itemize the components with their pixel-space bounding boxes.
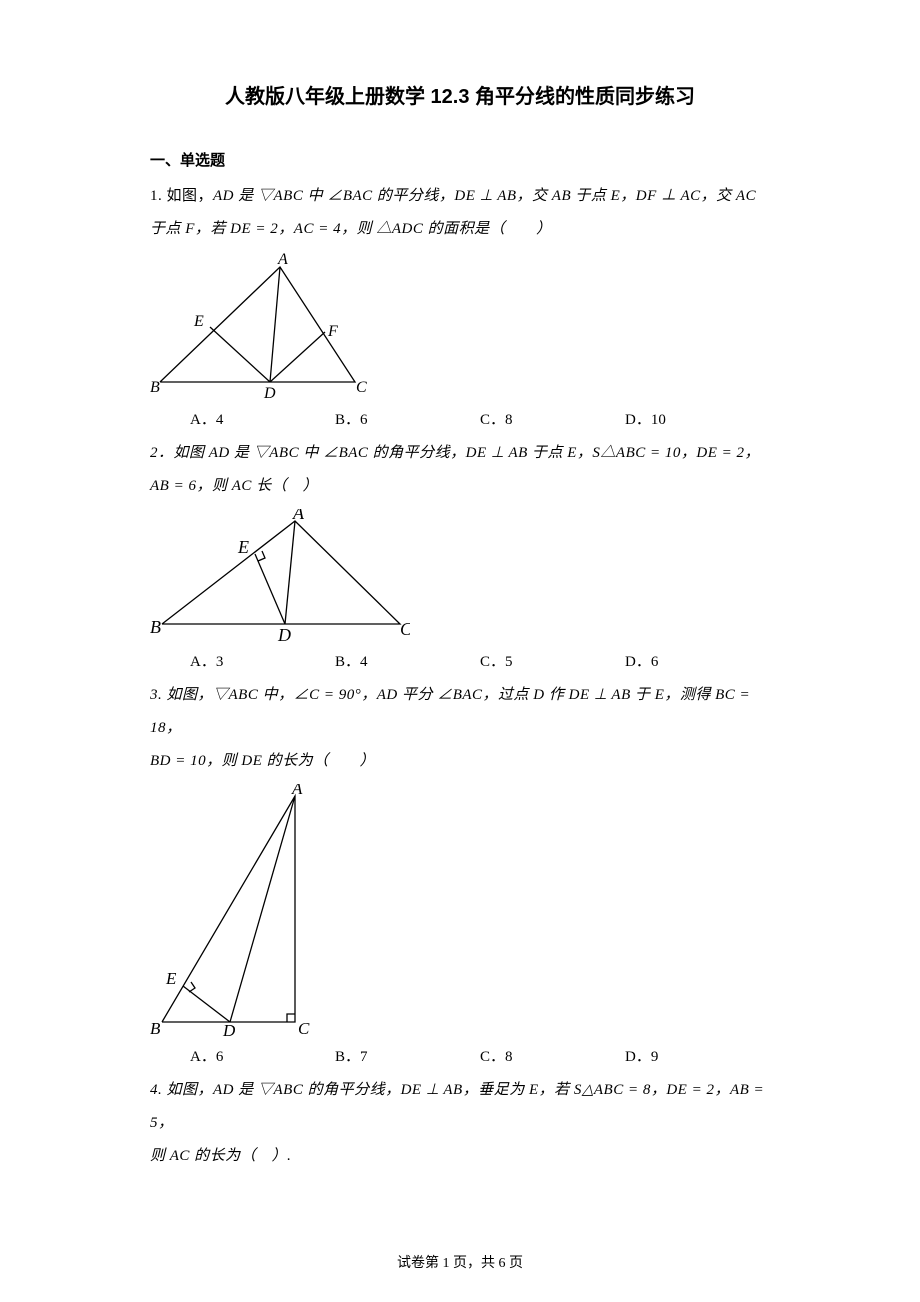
q2-options: A．3 B．4 C．5 D．6 (190, 650, 770, 671)
svg-text:E: E (237, 537, 249, 557)
q3-diagram: A B C D E (150, 784, 770, 1039)
svg-text:D: D (277, 625, 291, 644)
svg-text:C: C (400, 619, 410, 639)
q3-option-a: A．6 (190, 1045, 335, 1066)
q2-option-b: B．4 (335, 650, 480, 671)
q3-options: A．6 B．7 C．8 D．9 (190, 1045, 770, 1066)
svg-text:E: E (193, 313, 204, 330)
svg-text:B: B (150, 1019, 161, 1038)
q1-option-c: C．8 (480, 408, 625, 429)
q1-option-d: D．10 (625, 408, 770, 429)
question-3: 3. 如图，▽ABC 中，∠C = 90°，AD 平分 ∠BAC，过点 D 作 … (150, 679, 770, 778)
q3-option-d: D．9 (625, 1045, 770, 1066)
q3-option-b: B．7 (335, 1045, 480, 1066)
svg-text:A: A (292, 509, 305, 523)
q2-text-line2: AB = 6，则 AC 长（ ） (150, 478, 318, 494)
q2-option-d: D．6 (625, 650, 770, 671)
svg-text:C: C (298, 1019, 310, 1038)
q3-text-line2: BD = 10，则 DE 的长为（ ） (150, 753, 375, 769)
svg-text:C: C (356, 379, 367, 396)
question-4: 4. 如图，AD 是 ▽ABC 的角平分线，DE ⊥ AB，垂足为 E，若 S△… (150, 1074, 770, 1173)
question-2: 2．如图 AD 是 ▽ABC 中 ∠BAC 的角平分线，DE ⊥ AB 于点 E… (150, 437, 770, 503)
svg-text:E: E (165, 969, 177, 988)
q1-diagram: A B C D E F (150, 252, 770, 402)
page-title: 人教版八年级上册数学 12.3 角平分线的性质同步练习 (150, 80, 770, 109)
q3-text-line1: 3. 如图，▽ABC 中，∠C = 90°，AD 平分 ∠BAC，过点 D 作 … (150, 687, 750, 736)
q1-text-line1: 1. 如图，AD 是 ▽ABC 中 ∠BAC 的平分线，DE ⊥ AB，交 AB… (150, 188, 756, 204)
q1-options: A．4 B．6 C．8 D．10 (190, 408, 770, 429)
q2-option-c: C．5 (480, 650, 625, 671)
svg-text:A: A (291, 784, 303, 798)
svg-text:B: B (150, 379, 160, 396)
svg-text:F: F (327, 323, 338, 340)
q1-option-a: A．4 (190, 408, 335, 429)
svg-text:D: D (222, 1021, 236, 1039)
page-footer: 试卷第 1 页，共 6 页 (0, 1252, 920, 1272)
q1-text-line2: 于点 F，若 DE = 2，AC = 4，则 △ADC 的面积是（ ） (150, 221, 552, 237)
q4-text-line1: 4. 如图，AD 是 ▽ABC 的角平分线，DE ⊥ AB，垂足为 E，若 S△… (150, 1082, 764, 1131)
q2-option-a: A．3 (190, 650, 335, 671)
q2-diagram: A B C D E (150, 509, 770, 644)
q1-option-b: B．6 (335, 408, 480, 429)
question-1: 1. 如图，AD 是 ▽ABC 中 ∠BAC 的平分线，DE ⊥ AB，交 AB… (150, 180, 770, 246)
svg-text:D: D (263, 385, 276, 402)
q3-option-c: C．8 (480, 1045, 625, 1066)
section-header: 一、单选题 (150, 149, 770, 170)
svg-text:A: A (277, 252, 288, 268)
q4-text-line2: 则 AC 的长为（ ）. (150, 1148, 291, 1164)
q2-text-line1: 2．如图 AD 是 ▽ABC 中 ∠BAC 的角平分线，DE ⊥ AB 于点 E… (150, 445, 760, 461)
svg-text:B: B (150, 617, 161, 637)
